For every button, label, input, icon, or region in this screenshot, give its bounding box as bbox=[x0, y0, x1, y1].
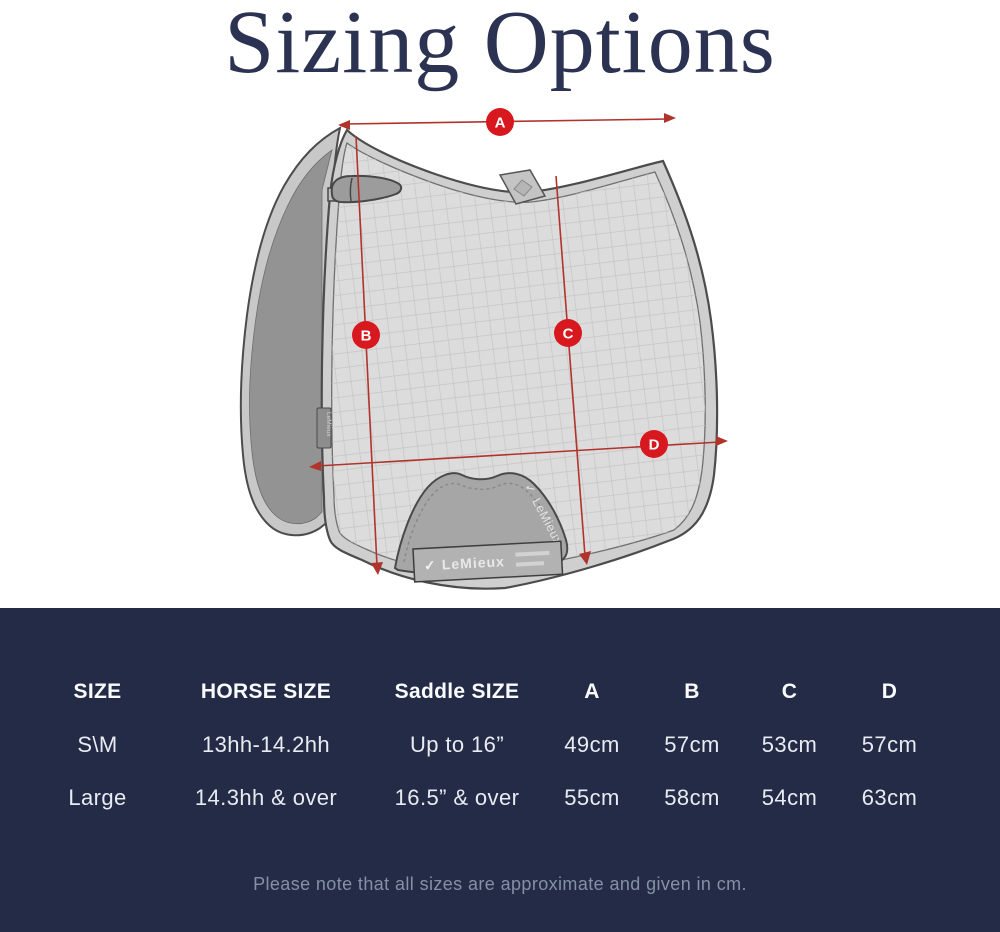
measurement-c-label: C bbox=[563, 326, 574, 343]
side-tag: LeMieux bbox=[316, 407, 332, 449]
cell-a: 55cm bbox=[564, 784, 620, 810]
col-header-d: D bbox=[881, 679, 898, 703]
table-row-large: Large 14.3hh & over 16.5” & over 55cm 58… bbox=[0, 771, 1000, 824]
measurement-c-badge bbox=[554, 319, 582, 347]
table-row-sm: S\M 13hh-14.2hh Up to 16” 49cm 57cm 53cm… bbox=[0, 718, 1000, 771]
col-header-a: A bbox=[584, 679, 600, 703]
product-label: ✓ LeMieux bbox=[412, 540, 564, 583]
table-header-row: SIZE HORSE SIZE Saddle SIZE A B C D bbox=[0, 665, 1000, 718]
measurement-a-label: A bbox=[495, 115, 506, 132]
col-header-saddle-size: Saddle SIZE bbox=[394, 679, 520, 703]
measurement-d: D bbox=[309, 430, 728, 471]
side-tag-brand: LeMieux bbox=[325, 412, 332, 437]
saddle-pad-diagram: LeMieux ✓ LeMieux ✓ LeMieux A bbox=[239, 108, 728, 590]
label-brand: LeMieux bbox=[441, 553, 505, 572]
measurement-a: A bbox=[338, 108, 676, 136]
cell-horse-size: 14.3hh & over bbox=[194, 784, 338, 810]
col-header-c: C bbox=[781, 679, 798, 703]
footer-note: Please note that all sizes are approxima… bbox=[253, 874, 747, 894]
cell-saddle-size: 16.5” & over bbox=[394, 784, 520, 810]
measurement-d-badge bbox=[640, 430, 668, 458]
measurement-a-badge bbox=[486, 108, 514, 136]
back-pad bbox=[239, 126, 342, 537]
page-title: Sizing Options bbox=[224, 0, 776, 92]
col-header-size: SIZE bbox=[73, 679, 122, 703]
girth-strap bbox=[327, 174, 403, 204]
cell-b: 57cm bbox=[664, 731, 720, 757]
measurement-c: C bbox=[554, 175, 591, 565]
measurement-d-label: D bbox=[649, 437, 660, 454]
col-header-horse-size: HORSE SIZE bbox=[200, 679, 332, 703]
label-fine-print bbox=[515, 561, 545, 567]
front-pad bbox=[320, 128, 719, 590]
cell-c: 53cm bbox=[761, 731, 818, 757]
cell-a: 49cm bbox=[564, 731, 620, 757]
label-fine-print bbox=[515, 550, 550, 557]
measurement-b-label: B bbox=[361, 328, 372, 345]
measurement-b: B bbox=[352, 135, 383, 575]
cell-size: Large bbox=[68, 784, 127, 810]
label-check: ✓ bbox=[423, 557, 436, 574]
wither-tab bbox=[498, 169, 547, 205]
cell-b: 58cm bbox=[664, 784, 720, 810]
measurement-b-badge bbox=[352, 321, 380, 349]
col-header-b: B bbox=[684, 679, 700, 703]
cell-d: 63cm bbox=[861, 784, 918, 810]
cell-d: 57cm bbox=[861, 731, 918, 757]
cell-size: S\M bbox=[77, 731, 118, 757]
brand-diamond-icon bbox=[513, 179, 533, 197]
cell-c: 54cm bbox=[761, 784, 818, 810]
cell-saddle-size: Up to 16” bbox=[409, 731, 505, 757]
size-table-section: SIZE HORSE SIZE Saddle SIZE A B C D S\M … bbox=[0, 608, 1000, 932]
cell-horse-size: 13hh-14.2hh bbox=[202, 731, 330, 757]
